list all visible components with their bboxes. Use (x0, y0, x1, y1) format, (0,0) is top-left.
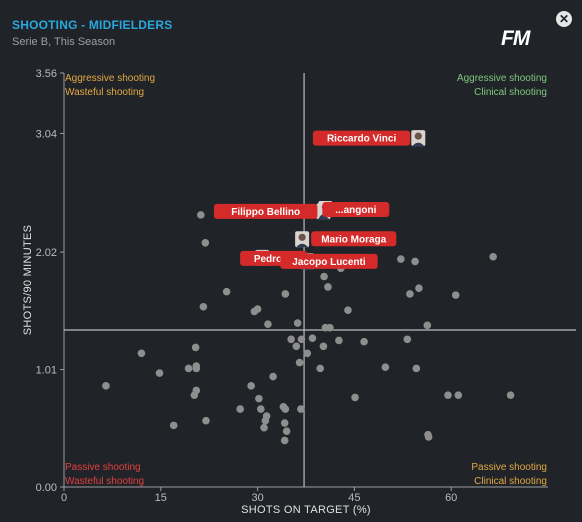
data-point (192, 362, 201, 370)
data-point (201, 238, 210, 247)
data-point (236, 405, 244, 413)
data-point (184, 364, 193, 373)
data-point (264, 320, 272, 328)
data-point (260, 423, 268, 432)
data-point (190, 391, 199, 399)
data-point (253, 305, 262, 313)
data-point (202, 416, 210, 425)
quadrant-label-bottom-left: Wasteful shooting (65, 476, 144, 487)
player-label: Mario Moraga (321, 234, 386, 245)
player-label: Riccardo Vinci (327, 134, 397, 145)
data-point (155, 369, 164, 377)
quadrant-label-top-left: Wasteful shooting (65, 87, 144, 98)
data-point (102, 382, 110, 390)
x-tick-label: 60 (445, 492, 457, 504)
data-point (308, 334, 317, 342)
player-label: ...angoni (335, 205, 376, 216)
data-point (489, 252, 497, 261)
data-point (269, 372, 277, 381)
quadrant-label-bottom-left: Passive shooting (65, 462, 141, 473)
data-point (199, 302, 208, 311)
chart-title: SHOOTING - MIDFIELDERS (12, 18, 173, 32)
data-point (424, 433, 433, 441)
player-label-box (213, 203, 318, 219)
data-point (381, 363, 390, 372)
data-point (344, 306, 352, 315)
x-tick-label: 0 (61, 492, 67, 504)
data-point (280, 436, 289, 445)
data-point (506, 391, 515, 399)
data-point (412, 364, 421, 373)
data-point (444, 391, 452, 399)
data-point (324, 283, 332, 291)
quadrant-label-top-left: Aggressive shooting (65, 73, 155, 84)
data-point (292, 342, 301, 351)
player-label: Filippo Bellino (231, 207, 300, 218)
player-label-box (322, 202, 390, 218)
data-point (257, 405, 265, 413)
data-point (297, 405, 305, 413)
player-avatar-icon (411, 130, 426, 147)
data-point (255, 394, 263, 403)
data-point (415, 284, 423, 292)
chart-subtitle: Serie B, This Season (12, 36, 116, 48)
data-point (335, 336, 343, 345)
player-label-box (311, 231, 397, 247)
y-axis-title: SHOTS/90 MINUTES (22, 225, 34, 336)
quadrant-label-bottom-right: Passive shooting (471, 462, 547, 473)
quadrant-label-top-right: Clinical shooting (474, 87, 547, 98)
quadrant-label-top-right: Aggressive shooting (457, 73, 547, 84)
x-tick-label: 15 (155, 492, 167, 504)
x-axis-title: SHOTS ON TARGET (%) (241, 504, 371, 516)
data-point (319, 342, 328, 351)
y-tick-label: 0.00 (36, 482, 57, 494)
data-point (197, 211, 205, 219)
player-label: Pedro ... (254, 254, 294, 265)
player-avatar-icon (295, 231, 310, 248)
quadrant-label-bottom-right: Clinical shooting (474, 476, 547, 487)
y-tick-label: 3.04 (36, 128, 57, 140)
data-point (303, 349, 312, 358)
data-point (406, 290, 414, 298)
data-point (293, 319, 302, 327)
data-point (411, 257, 419, 266)
data-point (397, 255, 405, 263)
player-label: Jacopo Lucenti (292, 257, 366, 268)
data-point (295, 358, 304, 367)
data-point (281, 405, 290, 413)
data-point (191, 343, 200, 352)
y-tick-label: 2.02 (36, 247, 57, 259)
fm-logo: FM (501, 27, 530, 50)
x-tick-label: 30 (251, 492, 263, 504)
y-tick-label: 3.56 (36, 68, 57, 80)
data-point (287, 335, 295, 344)
data-point (247, 382, 255, 390)
close-icon[interactable]: ✕ (556, 11, 572, 27)
x-tick-label: 45 (348, 492, 360, 504)
data-point (261, 416, 270, 425)
data-point (297, 335, 306, 344)
player-label-box (280, 253, 378, 269)
data-point (403, 335, 412, 344)
data-point (320, 272, 328, 281)
data-point (169, 421, 178, 430)
data-point (360, 337, 368, 346)
y-tick-label: 1.01 (36, 365, 57, 377)
data-point (282, 427, 291, 435)
data-point (280, 419, 289, 427)
data-point (281, 290, 290, 298)
data-point (451, 291, 460, 299)
data-point (222, 287, 231, 296)
data-point (423, 321, 432, 330)
player-label-box (312, 130, 411, 146)
data-point (137, 349, 146, 358)
data-point (454, 391, 463, 399)
data-point (351, 393, 359, 402)
data-point (326, 323, 334, 332)
data-point (316, 364, 324, 373)
